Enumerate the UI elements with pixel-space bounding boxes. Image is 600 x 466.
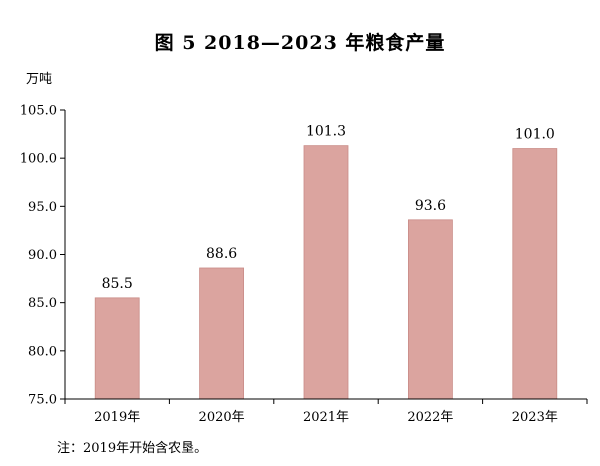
data-label-3: 93.6: [415, 198, 446, 214]
x-tick-label-2: 2021年: [303, 410, 349, 425]
bar-2: [303, 145, 349, 400]
data-label-2: 101.3: [306, 124, 346, 140]
y-tick-label: 100.0: [20, 152, 57, 167]
x-tick-label-4: 2023年: [512, 410, 558, 425]
data-label-1: 88.6: [206, 246, 237, 262]
bar-4: [512, 148, 558, 400]
x-tick-label-3: 2022年: [407, 410, 453, 425]
footnote: 注：2019年开始含农垦。: [57, 440, 207, 456]
bar-1: [199, 267, 245, 400]
y-tick-label: 75.0: [28, 393, 57, 408]
y-tick-label: 85.0: [28, 296, 57, 311]
chart-title: 图 5 2018—2023 年粮食产量: [155, 31, 446, 54]
y-axis-unit-label: 万吨: [26, 72, 52, 87]
x-tick-label-1: 2020年: [199, 410, 245, 425]
x-tick-label-0: 2019年: [94, 410, 140, 425]
data-label-4: 101.0: [515, 127, 555, 143]
bar-0: [94, 297, 140, 400]
y-tick-label: 95.0: [28, 200, 57, 215]
bars-group: [94, 145, 558, 400]
y-axis: 75.0 80.0 85.0 90.0 95.0 100.0 105.0: [20, 104, 66, 408]
data-label-0: 85.5: [102, 276, 133, 292]
y-tick-label: 105.0: [20, 104, 57, 119]
y-tick-label: 80.0: [28, 344, 57, 359]
y-tick-label: 90.0: [28, 248, 57, 263]
data-labels-group: 85.5 88.6 101.3 93.6 101.0: [102, 124, 555, 292]
bar-3: [407, 219, 453, 400]
x-axis: 2019年 2020年 2021年 2022年 2023年: [64, 398, 588, 425]
